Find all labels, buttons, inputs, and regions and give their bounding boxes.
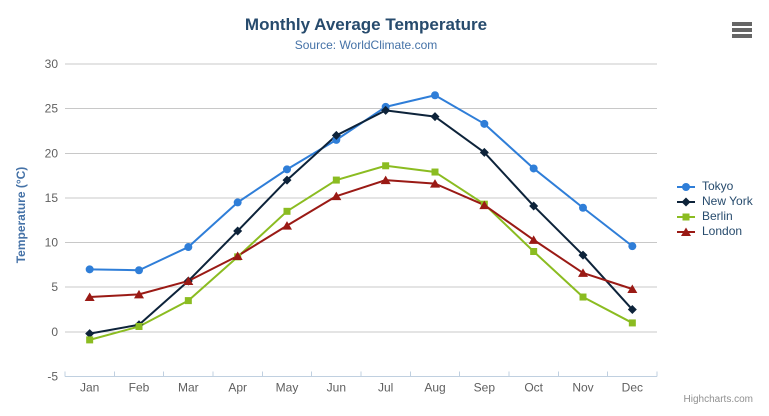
data-point-london-aug[interactable] xyxy=(430,179,440,188)
legend-label: Tokyo xyxy=(702,179,734,193)
data-point-london-jan[interactable] xyxy=(84,292,95,302)
credits-link[interactable]: Highcharts.com xyxy=(683,394,753,405)
y-axis-label: 30 xyxy=(45,57,59,71)
y-axis-title: Temperature (°C) xyxy=(14,167,28,264)
data-point-berlin-dec[interactable] xyxy=(628,319,636,327)
legend-item-tokyo[interactable]: Tokyo xyxy=(677,179,753,194)
triangle-legend-icon xyxy=(677,227,695,236)
data-point-london-sep[interactable] xyxy=(479,200,490,210)
x-axis-label: Nov xyxy=(572,381,593,395)
x-axis-label: Apr xyxy=(228,381,247,395)
x-axis-label: Jul xyxy=(378,381,393,395)
legend: Tokyo New York Berlin London xyxy=(677,179,753,239)
data-point-tokyo-may[interactable] xyxy=(283,165,291,174)
x-axis-label: May xyxy=(276,381,299,395)
data-point-london-dec[interactable] xyxy=(627,284,638,294)
data-point-tokyo-jan[interactable] xyxy=(85,265,94,274)
data-point-berlin-jan[interactable] xyxy=(86,336,94,344)
data-point-new-york-oct[interactable] xyxy=(529,201,539,211)
y-axis-label: 25 xyxy=(45,102,59,116)
data-point-berlin-feb[interactable] xyxy=(135,323,143,330)
x-axis-label: Aug xyxy=(424,381,445,395)
legend-item-new-york[interactable]: New York xyxy=(677,194,753,209)
data-point-new-york-nov[interactable] xyxy=(578,250,588,260)
y-axis-label: 20 xyxy=(45,146,59,160)
legend-label: London xyxy=(702,224,743,238)
data-point-tokyo-sep[interactable] xyxy=(480,119,489,128)
legend-label: Berlin xyxy=(702,209,733,223)
data-point-london-jul[interactable] xyxy=(380,175,391,185)
data-point-london-mar[interactable] xyxy=(183,276,194,285)
x-axis-label: Jun xyxy=(327,381,346,395)
data-point-london-oct[interactable] xyxy=(528,235,539,244)
data-point-london-nov[interactable] xyxy=(578,268,588,277)
x-axis-label: Sep xyxy=(474,381,496,395)
chart-title: Monthly Average Temperature xyxy=(244,15,488,34)
data-point-london-apr[interactable] xyxy=(232,251,243,260)
data-point-new-york-jan[interactable] xyxy=(85,329,95,339)
data-point-new-york-dec[interactable] xyxy=(627,305,637,315)
data-point-berlin-may[interactable] xyxy=(283,207,291,215)
data-point-new-york-may[interactable] xyxy=(282,175,292,185)
data-point-berlin-oct[interactable] xyxy=(530,248,538,255)
data-point-tokyo-apr[interactable] xyxy=(233,198,242,207)
hamburger-icon xyxy=(732,28,752,32)
data-point-tokyo-oct[interactable] xyxy=(529,164,538,173)
data-point-tokyo-dec[interactable] xyxy=(628,242,637,251)
data-point-new-york-jun[interactable] xyxy=(331,130,341,140)
data-point-tokyo-mar[interactable] xyxy=(184,243,193,252)
series-line-london xyxy=(88,179,634,299)
diamond-legend-icon xyxy=(677,197,695,206)
legend-item-berlin[interactable]: Berlin xyxy=(677,209,753,224)
data-point-berlin-jul[interactable] xyxy=(382,162,390,170)
hamburger-icon xyxy=(732,22,752,26)
x-axis-label: Oct xyxy=(524,381,543,395)
chart-subtitle: Source: WorldClimate.com xyxy=(294,38,438,52)
data-point-tokyo-feb[interactable] xyxy=(135,266,143,275)
y-axis-label: 15 xyxy=(45,191,59,205)
y-axis-label: -5 xyxy=(47,370,58,384)
data-point-tokyo-nov[interactable] xyxy=(579,203,587,212)
square-legend-icon xyxy=(677,213,695,220)
hamburger-icon xyxy=(732,34,752,38)
data-point-london-may[interactable] xyxy=(282,221,292,230)
data-point-london-feb[interactable] xyxy=(134,289,144,299)
data-point-new-york-aug[interactable] xyxy=(430,112,440,122)
data-point-berlin-mar[interactable] xyxy=(184,297,192,305)
series-line-new-york xyxy=(88,109,634,335)
legend-label: New York xyxy=(702,194,753,208)
data-point-new-york-apr[interactable] xyxy=(233,226,243,236)
series-line-berlin xyxy=(88,164,634,341)
data-point-new-york-sep[interactable] xyxy=(479,147,489,157)
y-axis-label: 0 xyxy=(51,325,58,339)
data-point-berlin-jun[interactable] xyxy=(332,176,340,184)
data-point-berlin-aug[interactable] xyxy=(431,168,439,176)
data-point-berlin-nov[interactable] xyxy=(579,293,587,301)
x-axis-label: Feb xyxy=(129,381,150,395)
x-axis-label: Mar xyxy=(178,381,199,395)
data-point-new-york-jul[interactable] xyxy=(381,105,391,115)
x-axis-label: Dec xyxy=(622,381,643,395)
circle-legend-icon xyxy=(677,182,695,191)
context-menu-button[interactable] xyxy=(732,22,752,38)
y-axis-label: 5 xyxy=(51,280,58,294)
x-axis-label: Jan xyxy=(80,381,99,395)
y-axis-label: 10 xyxy=(45,236,59,250)
legend-item-london[interactable]: London xyxy=(677,224,753,239)
data-point-london-jun[interactable] xyxy=(331,191,342,201)
series-line-tokyo xyxy=(88,94,634,272)
data-point-tokyo-aug[interactable] xyxy=(431,91,439,100)
